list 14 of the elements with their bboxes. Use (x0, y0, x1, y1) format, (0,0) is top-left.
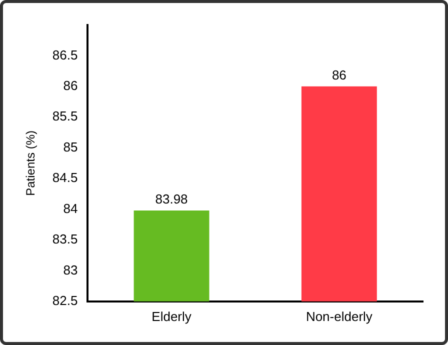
y-tick-label: 86.5 (52, 47, 78, 62)
data-label: 86 (332, 68, 346, 82)
data-label: 83.98 (155, 192, 188, 207)
x-tick-label: Non-elderly (306, 308, 373, 324)
y-tick-label: 86 (63, 78, 78, 93)
y-tick-label: 84 (63, 200, 78, 216)
y-tick-label: 83.5 (52, 232, 78, 247)
y-axis-title: Patients (%) (24, 130, 38, 196)
y-tick-label: 83 (63, 262, 78, 278)
y-tick-label: 85 (63, 139, 78, 154)
y-tick-label: 85.5 (52, 108, 78, 124)
x-tick-label: Elderly (152, 308, 192, 324)
y-tick-label: 82.5 (52, 292, 78, 308)
y-tick-label: 84.5 (52, 170, 78, 186)
